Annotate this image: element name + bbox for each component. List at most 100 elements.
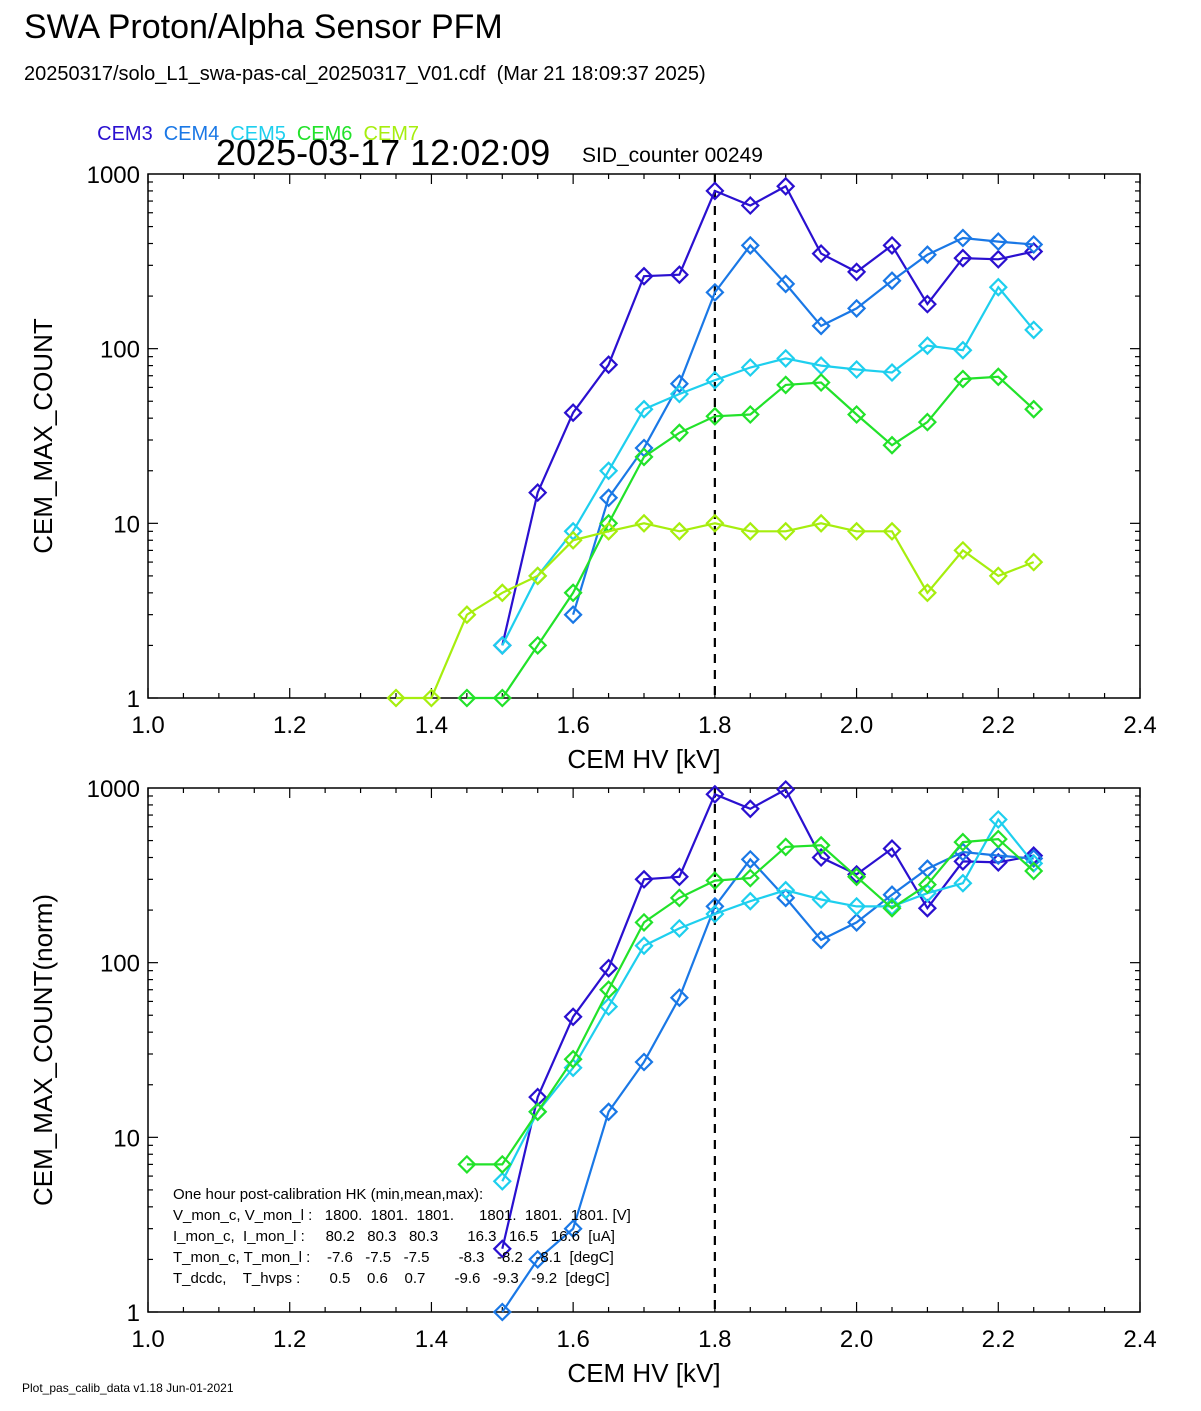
data-point	[882, 435, 902, 455]
data-point	[740, 357, 760, 378]
data-point	[811, 835, 831, 855]
data-point	[599, 488, 619, 508]
data-point	[634, 936, 654, 956]
series-cem3	[492, 176, 1044, 655]
page-title: SWA Proton/Alpha Sensor PFM	[24, 8, 503, 46]
data-point	[634, 1052, 654, 1072]
series-line	[396, 522, 1035, 700]
series-line	[501, 787, 1034, 1250]
data-point	[847, 867, 867, 887]
timestamp: 2025-03-17 12:02:09	[216, 132, 551, 173]
data-point	[1024, 320, 1044, 340]
data-point	[1024, 241, 1044, 262]
annotation-row: V_mon_c, V_mon_l : 1800. 1801. 1801. 180…	[173, 1207, 631, 1224]
data-point	[421, 688, 441, 708]
data-point	[740, 868, 760, 888]
legend-cem3: CEM3	[97, 123, 153, 145]
chart-2: 1.0 1.2 1.4 1.6 1.8 2.0 2.2 2.4 1 10 100 1000 CEM HV…	[28, 776, 1157, 1388]
y-tick-label: 10	[113, 511, 140, 538]
data-point	[917, 898, 937, 918]
legend-cem6: CEM6	[296, 123, 353, 145]
y-tick-label: 1000	[87, 162, 140, 189]
data-point	[847, 262, 867, 282]
data-point	[669, 374, 689, 394]
data-point	[988, 809, 1008, 830]
y-tick-label: 10	[113, 1125, 140, 1152]
data-point	[740, 849, 760, 869]
data-point	[563, 583, 583, 603]
data-point	[457, 605, 477, 625]
data-point	[457, 688, 477, 708]
data-point	[563, 530, 583, 550]
legend: CEM3 CEM4 CEM5 CEM6 CEM7	[86, 100, 430, 146]
data-point	[776, 348, 796, 368]
chart-1: 1.0 1.2 1.4 1.6 1.8 2.0 2.2 2.4 1 10 100 1000 CEM HV…	[28, 162, 1157, 774]
x-tick-label: 2.2	[982, 1326, 1015, 1353]
data-point	[740, 799, 760, 819]
data-point	[528, 566, 548, 586]
data-point	[740, 235, 760, 255]
x-tick-label: 1.8	[698, 1326, 731, 1353]
data-point	[882, 839, 902, 859]
data-point	[634, 912, 654, 932]
data-point	[492, 688, 512, 708]
data-point	[563, 1219, 583, 1239]
data-point	[669, 423, 689, 443]
data-point	[634, 447, 654, 467]
series-cem7	[386, 513, 1044, 708]
data-point	[811, 847, 831, 868]
data-point	[492, 583, 512, 603]
data-point	[669, 988, 689, 1008]
data-point	[705, 181, 725, 201]
data-point	[386, 688, 406, 708]
data-point	[917, 875, 937, 895]
y-tick-label: 1	[127, 686, 140, 713]
data-point	[528, 1249, 548, 1269]
data-point	[776, 274, 796, 294]
series-cem6	[457, 829, 1044, 1174]
legend-cem7: CEM7	[363, 123, 420, 145]
data-point	[599, 980, 619, 1000]
data-point	[669, 918, 689, 938]
data-point	[705, 406, 725, 426]
data-point	[847, 298, 867, 318]
data-point	[669, 888, 689, 908]
x-tick-label: 1.2	[273, 1326, 306, 1353]
data-point	[811, 930, 831, 950]
data-point	[528, 1102, 548, 1122]
data-point	[917, 412, 937, 432]
data-point	[492, 635, 512, 655]
legend-cem4: CEM4	[163, 123, 220, 145]
data-point	[917, 245, 937, 265]
y-tick-label: 1000	[87, 776, 140, 803]
data-point	[669, 265, 689, 285]
data-point	[740, 891, 760, 911]
data-point	[917, 294, 937, 314]
data-point	[705, 282, 725, 302]
file-info: 20250317/solo_L1_swa-pas-cal_20250317_V0…	[24, 63, 706, 85]
data-point	[953, 832, 973, 852]
data-point	[811, 316, 831, 336]
data-point	[988, 846, 1008, 866]
data-point	[599, 521, 619, 541]
data-point	[669, 867, 689, 887]
data-point	[811, 244, 831, 264]
data-point	[599, 355, 619, 375]
data-point	[563, 605, 583, 625]
data-point	[882, 885, 902, 905]
data-point	[599, 461, 619, 481]
data-point	[776, 779, 796, 800]
data-point	[776, 176, 796, 196]
data-point	[740, 521, 760, 541]
series-cem4	[563, 228, 1044, 625]
annotation-row: T_dcdc, T_hvps : 0.5 0.6 0.7 -9.6 -9.3 -…	[173, 1270, 610, 1287]
data-point	[988, 232, 1008, 252]
y-tick-label: 1	[127, 1300, 140, 1327]
data-point	[953, 228, 973, 248]
data-point	[669, 521, 689, 541]
data-point	[492, 1154, 512, 1174]
data-point	[599, 958, 619, 978]
data-point	[917, 336, 937, 356]
data-point	[988, 829, 1008, 849]
